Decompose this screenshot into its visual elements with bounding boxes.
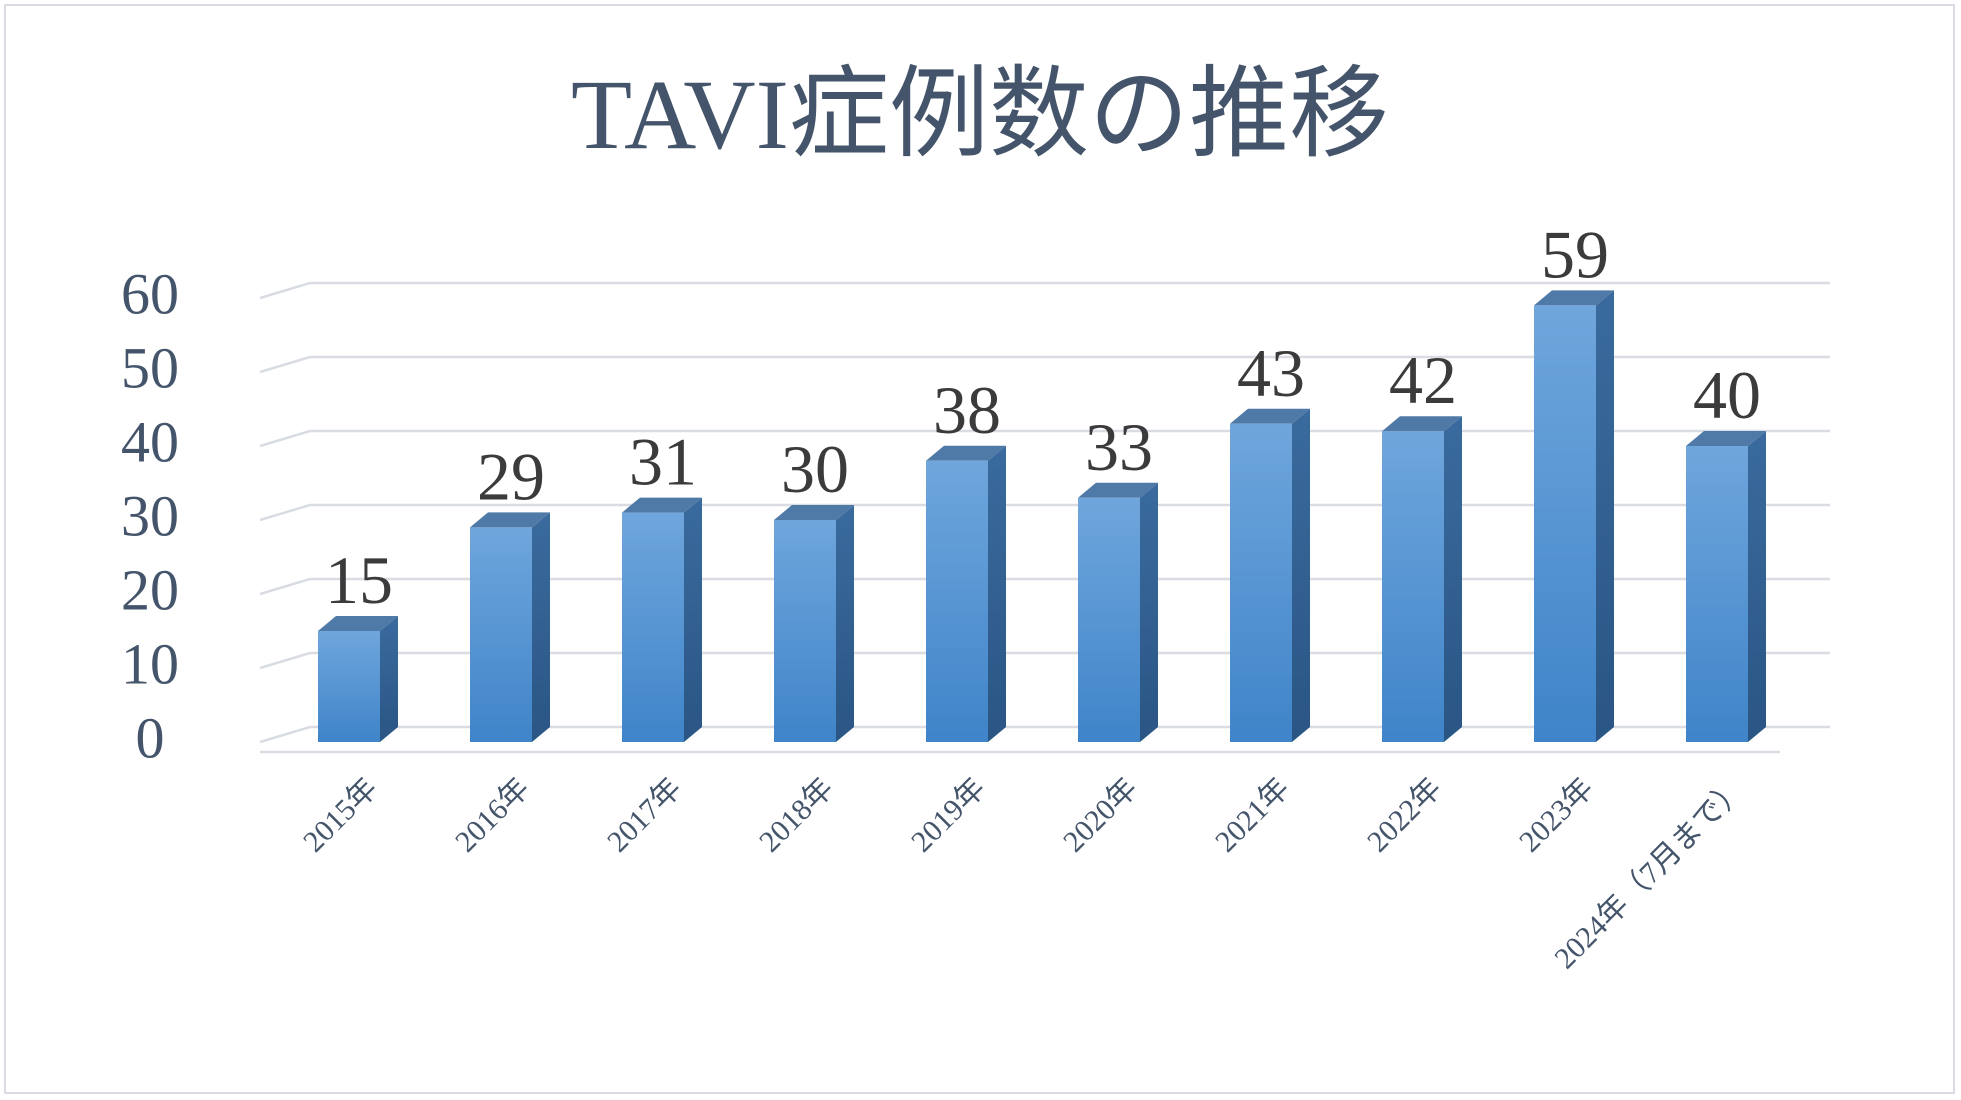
- chart-title: TAVI症例数の推移: [571, 59, 1389, 170]
- gridline-diag-60: [259, 281, 311, 300]
- bar-top: [318, 616, 398, 631]
- data-label: 29: [477, 438, 545, 514]
- bar-4: [926, 445, 1006, 742]
- y-tick-label: 60: [121, 261, 179, 326]
- bar-2: [622, 497, 702, 742]
- gridline-diag-20: [259, 577, 311, 596]
- gridline-diag-40: [259, 429, 311, 448]
- bar-1: [470, 512, 550, 742]
- bar-front: [1686, 446, 1748, 742]
- bar-side: [1140, 482, 1158, 742]
- y-tick-label: 40: [121, 409, 179, 474]
- gridline-diag-30: [259, 503, 311, 522]
- data-label: 59: [1541, 216, 1609, 292]
- bar-front: [1078, 497, 1140, 742]
- x-category-label: 2019年: [905, 772, 992, 859]
- bar-top: [774, 505, 854, 520]
- data-label: 40: [1693, 357, 1761, 433]
- y-tick-label: 10: [121, 631, 179, 696]
- bar-top: [1078, 482, 1158, 498]
- bar-front: [1230, 423, 1292, 742]
- data-label: 42: [1389, 342, 1457, 418]
- x-category-label: 2015年: [297, 772, 384, 859]
- x-category-label: 2020年: [1057, 772, 1144, 859]
- x-axis-categories: 2015年 2016年 2017年 2018年 2019年 2020年 2021年 2022年…: [297, 772, 1752, 976]
- bar-side: [684, 497, 702, 742]
- y-tick-label: 50: [121, 335, 179, 400]
- gridline-diag-10: [259, 651, 311, 670]
- x-category-label: 2023年: [1513, 772, 1600, 859]
- x-category-label: 2016年: [449, 772, 536, 859]
- bar-side: [1596, 290, 1614, 742]
- bar-side: [380, 616, 398, 742]
- x-category-label: 2021年: [1209, 772, 1296, 859]
- data-label: 43: [1237, 335, 1305, 411]
- bar-top: [470, 512, 550, 528]
- bar-side: [988, 445, 1006, 742]
- bar-6: [1230, 408, 1310, 742]
- bar-7: [1382, 416, 1462, 742]
- data-label: 30: [781, 431, 849, 507]
- bar-5: [1078, 482, 1158, 742]
- data-label: 15: [325, 542, 393, 618]
- bar-top: [1382, 416, 1462, 432]
- bar-front: [1534, 305, 1596, 742]
- gridline-diag-50: [259, 355, 311, 374]
- y-tick-label: 0: [136, 705, 165, 770]
- y-axis-ticks: 0 10 20 30 40 50 60: [121, 261, 179, 770]
- bar-front: [926, 460, 988, 742]
- data-labels: 15 29 31 30 38 33 43 42 59 40: [325, 216, 1761, 618]
- bar-9: [1686, 431, 1766, 742]
- x-category-label: 2017年: [601, 772, 688, 859]
- x-category-label: 2018年: [753, 772, 840, 859]
- gridline-diag-0: [259, 725, 311, 744]
- bar-top: [622, 497, 702, 513]
- bar-front: [318, 631, 380, 742]
- bar-8: [1534, 290, 1614, 742]
- data-label: 33: [1085, 409, 1153, 485]
- bar-top: [926, 445, 1006, 461]
- y-tick-label: 30: [121, 483, 179, 548]
- bars: [318, 290, 1766, 742]
- bar-side: [532, 512, 550, 742]
- bar-3: [774, 505, 854, 742]
- bar-front: [774, 520, 836, 742]
- x-category-label: 2022年: [1361, 772, 1448, 859]
- bar-top: [1230, 408, 1310, 424]
- bar-side: [1444, 416, 1462, 742]
- bar-top: [1686, 431, 1766, 446]
- bar-front: [470, 527, 532, 742]
- bar-0: [318, 616, 398, 742]
- bar-top: [1534, 290, 1614, 306]
- bar-side: [836, 505, 854, 742]
- bar-side: [1748, 431, 1766, 742]
- bar-front: [622, 512, 684, 742]
- bar-side: [1292, 408, 1310, 742]
- bar-front: [1382, 431, 1444, 742]
- data-label: 38: [933, 372, 1001, 448]
- y-tick-label: 20: [121, 557, 179, 622]
- data-label: 31: [629, 424, 697, 500]
